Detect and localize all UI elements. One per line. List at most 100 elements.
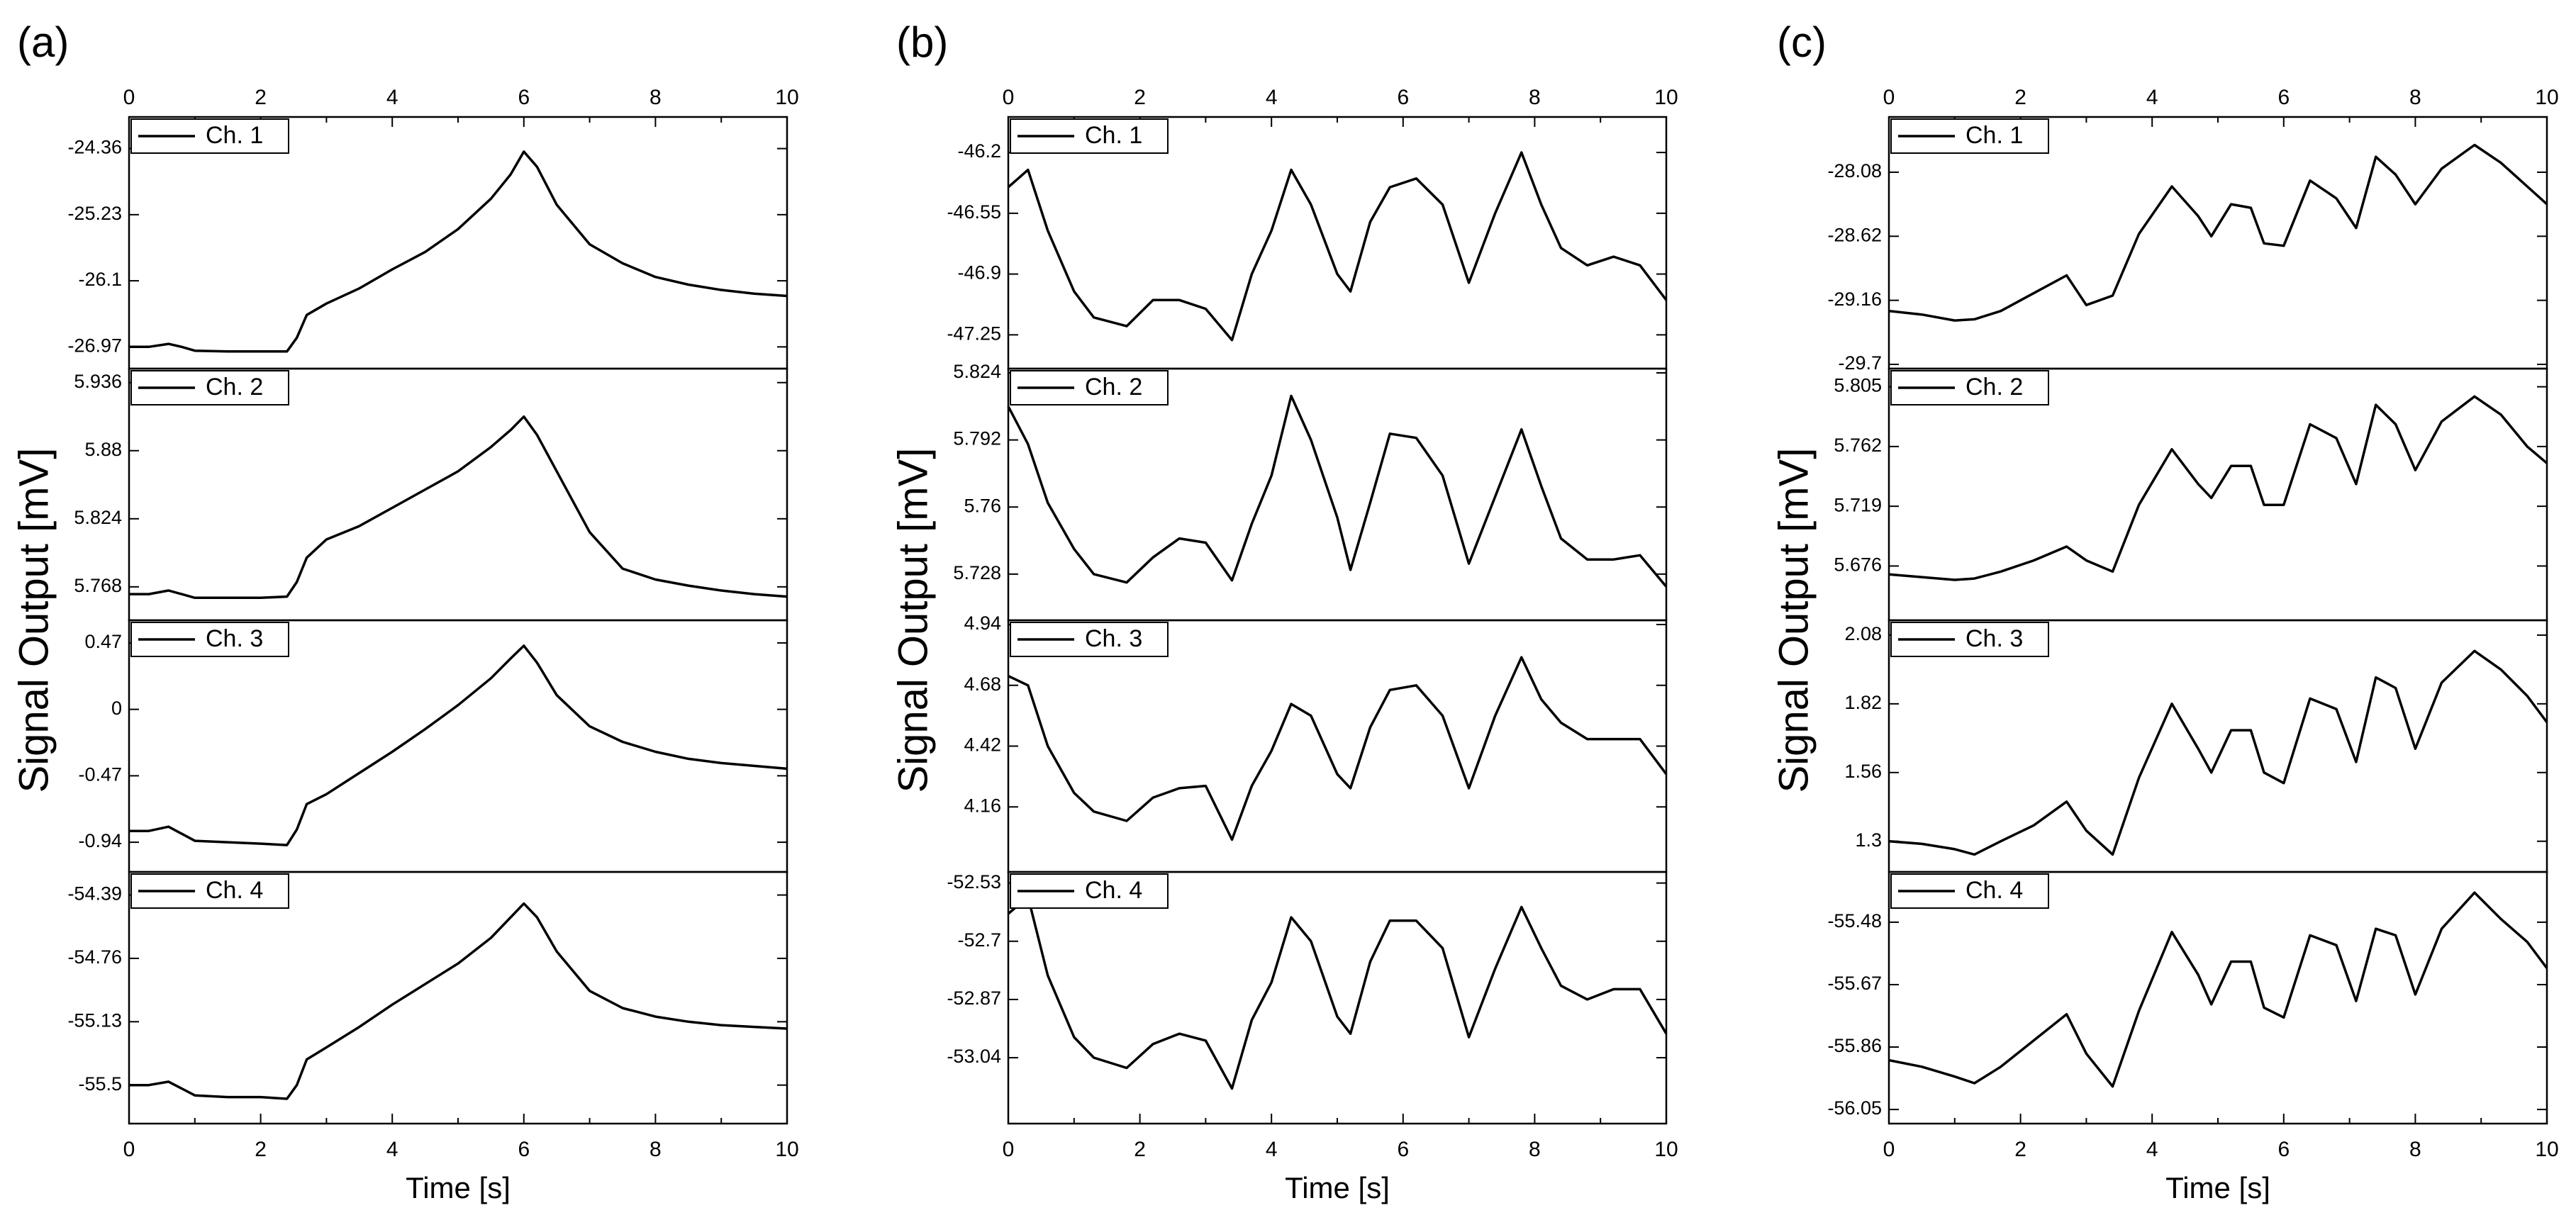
ytick-label: -53.04	[947, 1046, 1001, 1067]
ytick-label: -55.86	[1827, 1035, 1882, 1056]
panel-a: (a) Signal Output [mV] Time [s] 0 0 2 2 4 4 6 6 8 8 1…	[11, 18, 798, 1204]
panel-c-label: (c)	[1777, 18, 1827, 66]
series-line-ch-2	[1888, 395, 2548, 581]
panel-b-xtick-label-top: 8	[1529, 86, 1541, 109]
legend-label: Ch. 3	[1966, 625, 2023, 652]
ytick-label: 0	[111, 698, 122, 719]
panel-b-xtick-label-top: 10	[1654, 86, 1678, 109]
panel-b-xtick-label-bottom: 6	[1397, 1138, 1409, 1161]
panel-a-xtick-label-bottom: 2	[255, 1138, 267, 1161]
panel-c-xtick-label-top: 10	[2535, 86, 2558, 109]
series-line-ch-1	[129, 150, 788, 353]
ytick-label: 1.56	[1844, 761, 1882, 782]
ytick-label: -0.47	[78, 764, 122, 785]
ytick-label: -52.7	[957, 929, 1001, 951]
ytick-label: 4.68	[964, 673, 1001, 695]
subplot-frame	[128, 871, 788, 1125]
panel-b-xtick-label-top: 0	[1003, 86, 1015, 109]
ytick-label: 4.16	[964, 795, 1001, 816]
ytick-label: 5.76	[964, 495, 1001, 516]
ytick-label: -26.1	[78, 269, 122, 290]
legend-label: Ch. 4	[1085, 877, 1142, 904]
panel-a-label: (a)	[17, 18, 69, 66]
ytick-label: 1.82	[1844, 692, 1882, 713]
panel-a-xtick-label-bottom: 10	[775, 1138, 798, 1161]
panel-b-xlabel: Time [s]	[1285, 1171, 1390, 1204]
legend-label: Ch. 3	[206, 625, 263, 652]
panel-b-xtick-label-top: 4	[1266, 86, 1278, 109]
panel-b-xtick-label-top: 6	[1397, 86, 1409, 109]
ytick-label: -0.94	[78, 830, 122, 851]
ytick-label: 2.08	[1844, 623, 1882, 644]
ytick-label: -47.25	[947, 323, 1001, 344]
panel-c-xtick-label-bottom: 6	[2277, 1138, 2290, 1161]
legend-label: Ch. 2	[1085, 374, 1142, 401]
subplot-frame	[1888, 367, 2548, 622]
ytick-label: -25.23	[67, 203, 122, 224]
ytick-label: 5.792	[953, 428, 1001, 449]
legend-label: Ch. 1	[206, 122, 263, 149]
panel-c-xtick-label-bottom: 2	[2014, 1138, 2026, 1161]
subplot-frame	[1007, 367, 1668, 622]
subplot-frame	[1007, 871, 1668, 1125]
panel-c-subplot-ch3: 2.08 1.82 1.56 1.3 Ch. 3	[1844, 619, 2548, 873]
ytick-label: -55.48	[1827, 910, 1882, 931]
series-line-ch-3	[129, 644, 788, 846]
ytick-label: 5.728	[953, 562, 1001, 583]
panel-b-xtick-label-bottom: 2	[1134, 1138, 1146, 1161]
panel-b-subplot-ch3: 4.94 4.68 4.42 4.16 Ch. 3	[964, 612, 1668, 873]
panel-a-ylabel: Signal Output [mV]	[11, 448, 57, 793]
subplot-frame	[1888, 116, 2548, 370]
series-line-ch-1	[1007, 151, 1668, 342]
ytick-label: -29.16	[1827, 289, 1882, 310]
ytick-label: 0.47	[84, 631, 122, 652]
panel-a-subplot-ch1: -24.36 -25.23 -26.1 -26.97 Ch. 1	[67, 116, 788, 370]
panel-b-xtick-label-top: 2	[1134, 86, 1146, 109]
ytick-label: -55.67	[1827, 973, 1882, 994]
ytick-label: 5.88	[84, 439, 122, 460]
panel-c-xlabel: Time [s]	[2165, 1171, 2270, 1204]
panel-a-xtick-label-top: 6	[518, 86, 530, 109]
panel-c-xtick-label-top: 4	[2146, 86, 2158, 109]
legend-label: Ch. 2	[1966, 374, 2023, 401]
ytick-label: -55.13	[67, 1009, 122, 1031]
panel-a-xtick-label-top: 10	[775, 86, 798, 109]
series-line-ch-4	[1888, 891, 2548, 1088]
subplot-frame	[1888, 871, 2548, 1125]
ytick-label: -46.55	[947, 201, 1001, 223]
subplot-frame	[128, 116, 788, 370]
panel-b: (b) Signal Output [mV] Time [s] 0 0 2 2 4 4 6 6 8 8 1…	[890, 18, 1678, 1204]
panel-a-subplot-ch2: 5.936 5.88 5.824 5.768 Ch. 2	[74, 367, 788, 622]
panel-a-xtick-label-bottom: 8	[649, 1138, 662, 1161]
panel-a-subplot-ch3: 0.47 0 -0.47 -0.94 Ch. 3	[78, 619, 788, 873]
ytick-label: -29.7	[1838, 352, 1882, 374]
ytick-label: -52.87	[947, 987, 1001, 1009]
panel-b-xtick-label-bottom: 8	[1529, 1138, 1541, 1161]
ytick-label: 5.824	[74, 507, 122, 528]
series-line-ch-4	[129, 902, 788, 1100]
panel-c-xtick-label-bottom: 4	[2146, 1138, 2158, 1161]
subplot-frame	[1007, 116, 1668, 370]
legend-label: Ch. 4	[206, 877, 263, 904]
ytick-label: -46.2	[957, 140, 1001, 162]
ytick-label: 5.824	[953, 361, 1001, 382]
panel-c-xtick-label-bottom: 10	[2535, 1138, 2558, 1161]
panel-c-xtick-label-bottom: 8	[2409, 1138, 2421, 1161]
legend-label: Ch. 3	[1085, 625, 1142, 652]
panel-a-xtick-label-top: 0	[123, 86, 135, 109]
ytick-label: -54.39	[67, 883, 122, 905]
subplot-frame	[128, 367, 788, 622]
panel-a-xtick-label-bottom: 0	[123, 1138, 135, 1161]
panel-c-subplot-ch2: 5.805 5.762 5.719 5.676 Ch. 2	[1834, 367, 2548, 622]
ytick-label: 4.94	[964, 612, 1001, 634]
panel-b-xtick-label-bottom: 10	[1654, 1138, 1678, 1161]
subplot-frame	[1888, 619, 2548, 873]
panel-a-subplot-ch4: -54.39 -54.76 -55.13 -55.5 Ch. 4	[67, 871, 788, 1125]
panel-c-xtick-label-top: 0	[1883, 86, 1895, 109]
panel-b-subplot-ch1: -46.2 -46.55 -46.9 -47.25 Ch. 1	[947, 116, 1668, 370]
subplot-frame	[128, 619, 788, 873]
panel-c-xtick-label-top: 2	[2014, 86, 2026, 109]
ytick-label: -54.76	[67, 946, 122, 968]
panel-c-xtick-label-top: 6	[2277, 86, 2290, 109]
